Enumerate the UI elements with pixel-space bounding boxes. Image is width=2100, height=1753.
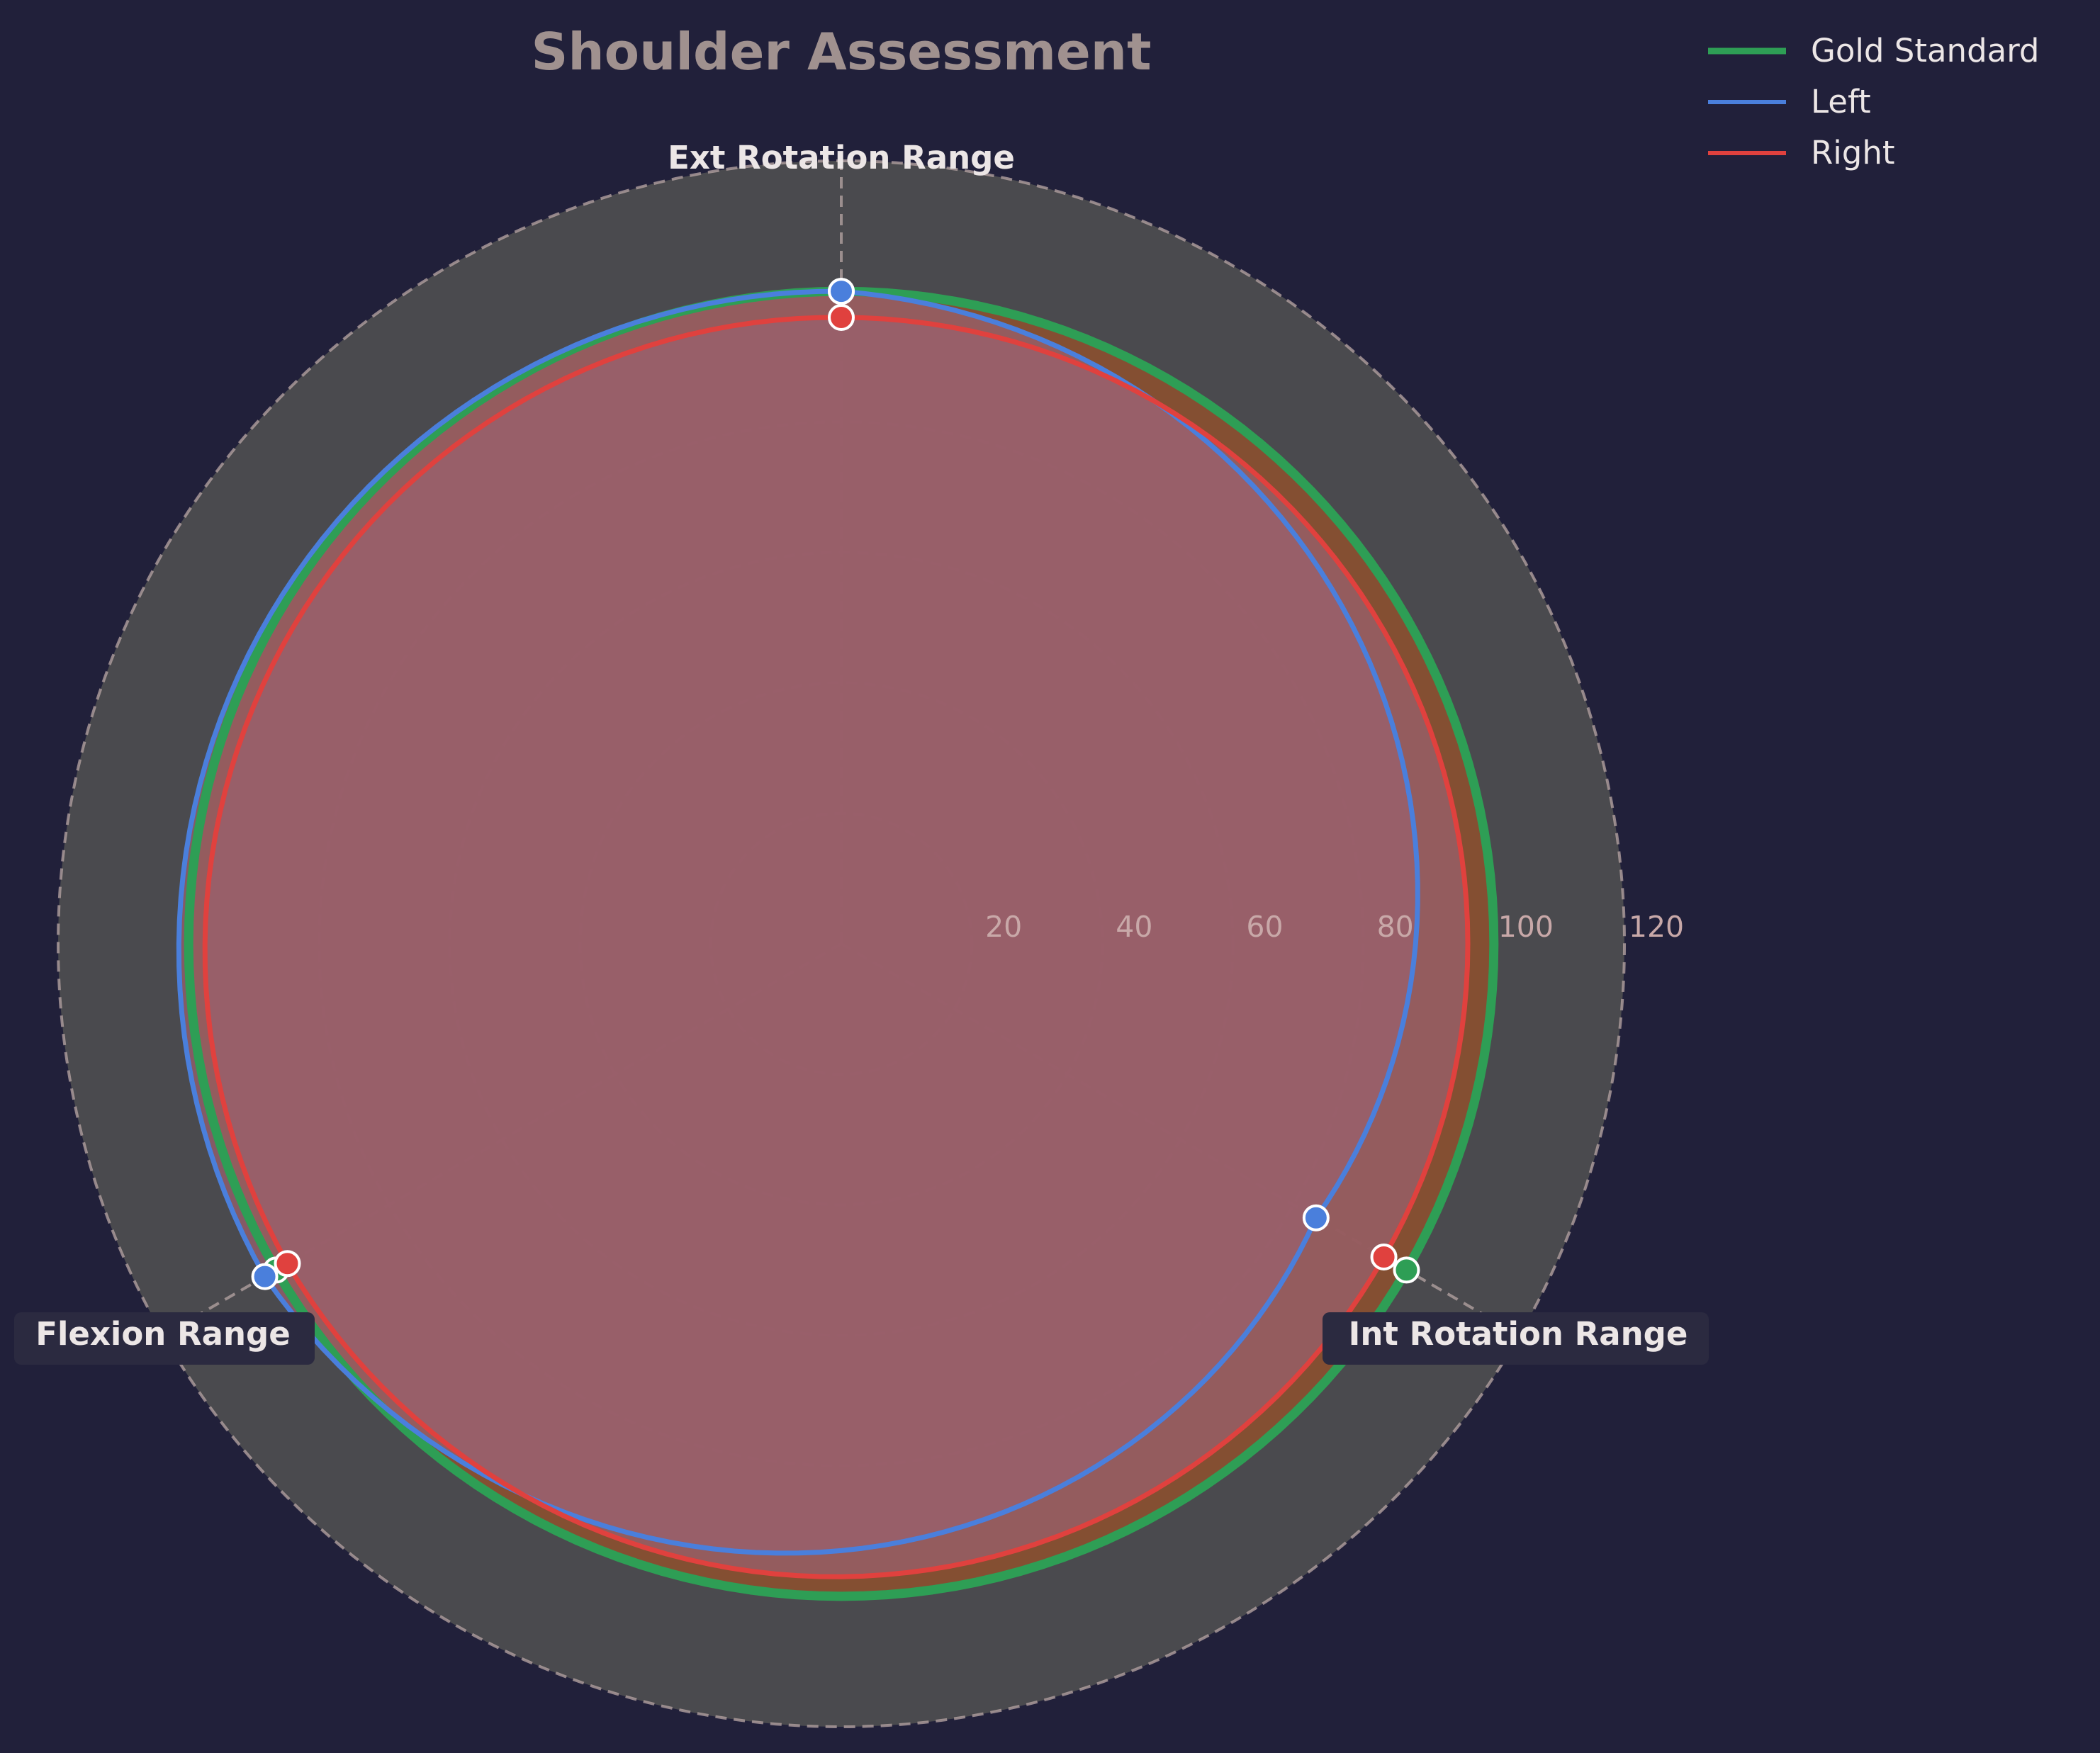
- tick-label: 40: [1116, 910, 1152, 944]
- series-marker: [274, 1250, 301, 1278]
- tick-label: 80: [1377, 910, 1414, 944]
- axis-label-box: [14, 1312, 315, 1365]
- legend-label: Gold Standard: [1811, 32, 2040, 69]
- axis-label-flexion: Flexion Range: [14, 1312, 315, 1365]
- tick-label: 120: [1629, 910, 1684, 944]
- series-marker: [251, 1263, 279, 1290]
- legend: Gold Standard Left Right: [1708, 32, 2040, 171]
- series-marker: [1370, 1244, 1398, 1270]
- tick-label: 20: [985, 910, 1022, 944]
- series-marker: [828, 304, 855, 331]
- series-line: [202, 315, 1471, 1579]
- fill-layer: [179, 291, 1494, 1596]
- series-line: [176, 288, 1420, 1556]
- radial-tick-labels: 20 40 60 80 100 120: [985, 910, 1684, 944]
- axis-label-box: [1323, 1312, 1709, 1365]
- legend-label: Left: [1811, 83, 1871, 120]
- axis-label: Int Rotation Range: [1349, 1315, 1688, 1353]
- axis-label: Ext Rotation Range: [668, 139, 1015, 176]
- series-fill: [205, 317, 1469, 1577]
- series-line: [184, 286, 1499, 1601]
- series-markers: [251, 278, 1420, 1290]
- series-marker: [828, 278, 855, 305]
- axis-label-int-rotation: Int Rotation Range: [1323, 1312, 1709, 1365]
- tick-label: 60: [1246, 910, 1283, 944]
- tick-label: 100: [1498, 910, 1554, 944]
- axis-label: Flexion Range: [35, 1315, 291, 1353]
- series-marker: [1393, 1256, 1420, 1284]
- series-lines: [176, 286, 1499, 1601]
- chart-title: Shoulder Assessment: [532, 22, 1152, 81]
- axis-label-ext-rotation: Ext Rotation Range: [668, 139, 1015, 176]
- legend-label: Right: [1811, 134, 1895, 171]
- series-marker: [1302, 1204, 1330, 1231]
